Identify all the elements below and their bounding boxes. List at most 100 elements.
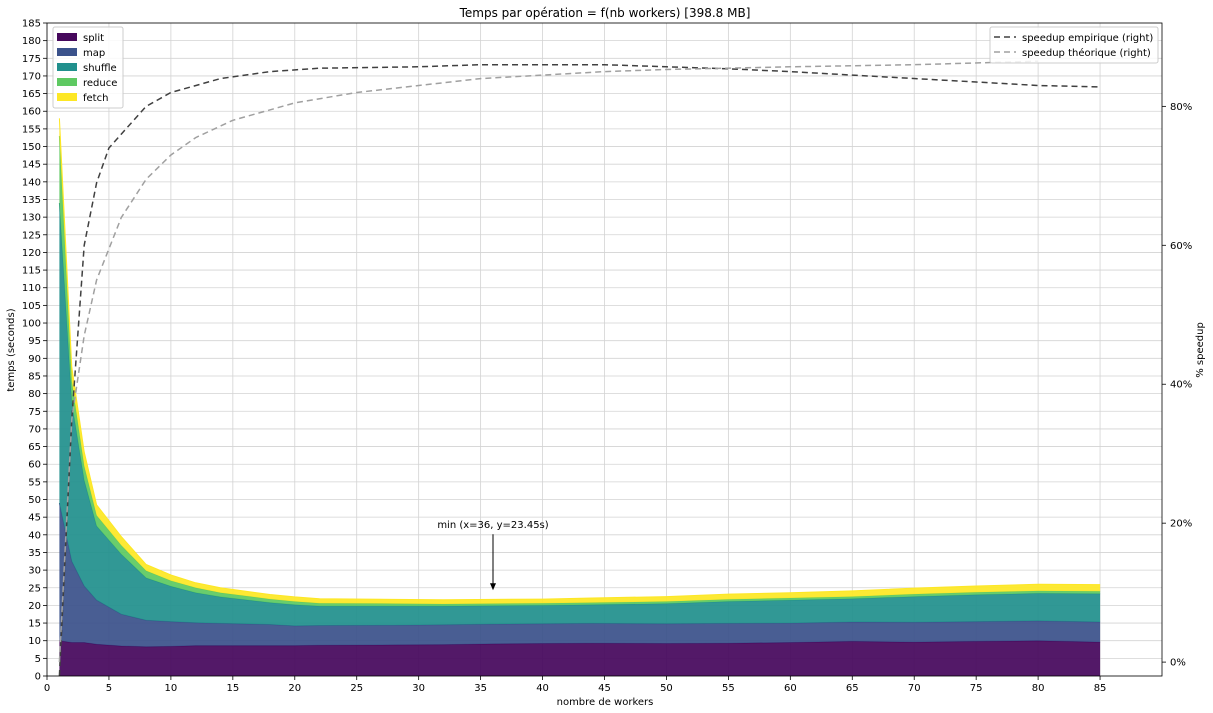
y-tick-label: 65 xyxy=(28,442,41,453)
x-tick-label: 50 xyxy=(660,683,673,694)
legend-label-reduce: reduce xyxy=(83,78,117,89)
x-tick-label: 55 xyxy=(722,683,735,694)
y-tick-label: 60 xyxy=(28,460,41,471)
y-tick-label: 90 xyxy=(28,354,41,365)
y-tick-label: 125 xyxy=(22,230,41,241)
legend-swatch-map xyxy=(57,48,77,56)
y2-tick-label: 20% xyxy=(1170,519,1192,530)
y-tick-label: 20 xyxy=(28,601,41,612)
y-tick-label: 5 xyxy=(35,654,41,665)
y-tick-label: 10 xyxy=(28,636,41,647)
legend-label-map: map xyxy=(83,48,105,59)
y-tick-label: 55 xyxy=(28,477,41,488)
y-tick-label: 75 xyxy=(28,407,41,418)
area-fetch xyxy=(59,118,1101,605)
grid xyxy=(46,22,1162,677)
chart-title: Temps par opération = f(nb workers) [398… xyxy=(459,6,751,20)
legend-line-label: speedup théorique (right) xyxy=(1022,47,1151,59)
x-tick-label: 75 xyxy=(970,683,983,694)
legend-label-fetch: fetch xyxy=(83,93,108,104)
y2-axis-label: % speedup xyxy=(1195,322,1206,378)
speedup-line-empirique xyxy=(58,63,1101,677)
x-tick-label: 85 xyxy=(1094,683,1107,694)
area-split xyxy=(59,640,1101,676)
y-tick-label: 105 xyxy=(22,301,41,312)
legend-swatch-fetch xyxy=(57,93,77,101)
x-tick-label: 35 xyxy=(474,683,487,694)
x-tick-label: 10 xyxy=(165,683,178,694)
y-tick-label: 165 xyxy=(22,89,41,100)
annotation-text: min (x=36, y=23.45s) xyxy=(437,520,548,531)
y-tick-label: 25 xyxy=(28,583,41,594)
y-axis-label: temps (seconds) xyxy=(6,308,17,391)
area-edge-fetch xyxy=(58,118,1101,601)
x-tick-label: 65 xyxy=(846,683,859,694)
y-tick-label: 145 xyxy=(22,160,41,171)
legend-right: speedup empirique (right) speedup théoriq… xyxy=(989,26,1159,64)
x-tick-label: 70 xyxy=(908,683,921,694)
y-tick-label: 50 xyxy=(28,495,41,506)
x-axis-ticks: 0 5 10 15 20 25 30 35 40 45 50 55 60 65 70 75 80 85 xyxy=(44,676,1107,694)
min-annotation: min (x=36, y=23.45s) xyxy=(437,520,549,591)
y2-tick-label: 0% xyxy=(1170,658,1186,669)
stacked-areas xyxy=(58,118,1101,676)
area-map xyxy=(59,503,1101,647)
y-tick-label: 110 xyxy=(22,283,41,294)
y-tick-label: 130 xyxy=(22,213,41,224)
x-tick-label: 5 xyxy=(106,683,112,694)
y-tick-label: 135 xyxy=(22,195,41,206)
y-tick-label: 170 xyxy=(22,71,41,82)
x-tick-label: 30 xyxy=(412,683,425,694)
legend-left: split map shuffle reduce fetch xyxy=(52,26,124,109)
y-tick-label: 80 xyxy=(28,389,41,400)
legend-label-shuffle: shuffle xyxy=(83,63,117,74)
y-tick-label: 0 xyxy=(35,672,41,683)
x-tick-label: 25 xyxy=(350,683,363,694)
legend-swatch-split xyxy=(57,33,77,41)
y-tick-label: 95 xyxy=(28,336,41,347)
y-tick-label: 175 xyxy=(22,54,41,65)
y2-tick-label: 40% xyxy=(1170,380,1192,391)
x-tick-label: 15 xyxy=(226,683,239,694)
y-tick-label: 185 xyxy=(22,19,41,30)
legend-swatch-reduce xyxy=(57,78,77,86)
x-axis-label: nombre de workers xyxy=(557,697,654,708)
y-tick-label: 70 xyxy=(28,424,41,435)
y-tick-label: 160 xyxy=(22,107,41,118)
y-tick-label: 40 xyxy=(28,530,41,541)
y-tick-label: 115 xyxy=(22,266,41,277)
y-tick-label: 150 xyxy=(22,142,41,153)
x-tick-label: 60 xyxy=(784,683,797,694)
y-tick-label: 30 xyxy=(28,566,41,577)
area-edge-reduce xyxy=(58,135,1101,605)
speedup-line-theorique xyxy=(58,60,1039,663)
legend-right-box xyxy=(989,26,1159,64)
y-tick-label: 100 xyxy=(22,319,41,330)
legend-label-split: split xyxy=(83,33,104,44)
y2-axis-ticks: 0% 20% 40% 60% 80% xyxy=(1162,102,1192,669)
y-tick-label: 15 xyxy=(28,619,41,630)
area-edge-shuffle xyxy=(58,202,1101,607)
area-reduce xyxy=(59,136,1101,607)
x-tick-label: 20 xyxy=(288,683,301,694)
x-tick-label: 45 xyxy=(598,683,611,694)
x-tick-label: 40 xyxy=(536,683,549,694)
y-tick-label: 45 xyxy=(28,513,41,524)
y-tick-label: 85 xyxy=(28,371,41,382)
legend-swatch-shuffle xyxy=(57,63,77,71)
annotation-arrow-head xyxy=(490,583,496,591)
y-tick-label: 180 xyxy=(22,36,41,47)
speedup-lines xyxy=(58,60,1101,677)
y-tick-label: 35 xyxy=(28,548,41,559)
y-tick-label: 120 xyxy=(22,248,41,259)
y2-tick-label: 60% xyxy=(1170,241,1192,252)
legend-left-box xyxy=(52,26,124,109)
x-tick-label: 0 xyxy=(44,683,50,694)
y-tick-label: 140 xyxy=(22,177,41,188)
y2-tick-label: 80% xyxy=(1170,102,1192,113)
y-tick-label: 155 xyxy=(22,124,41,135)
y-axis-ticks: 0 5 10 15 20 25 30 35 40 45 50 55 60 65 70 75 80 85 90 95 10… xyxy=(22,19,47,683)
legend-line-label: speedup empirique (right) xyxy=(1022,33,1153,44)
area-shuffle xyxy=(59,203,1101,626)
